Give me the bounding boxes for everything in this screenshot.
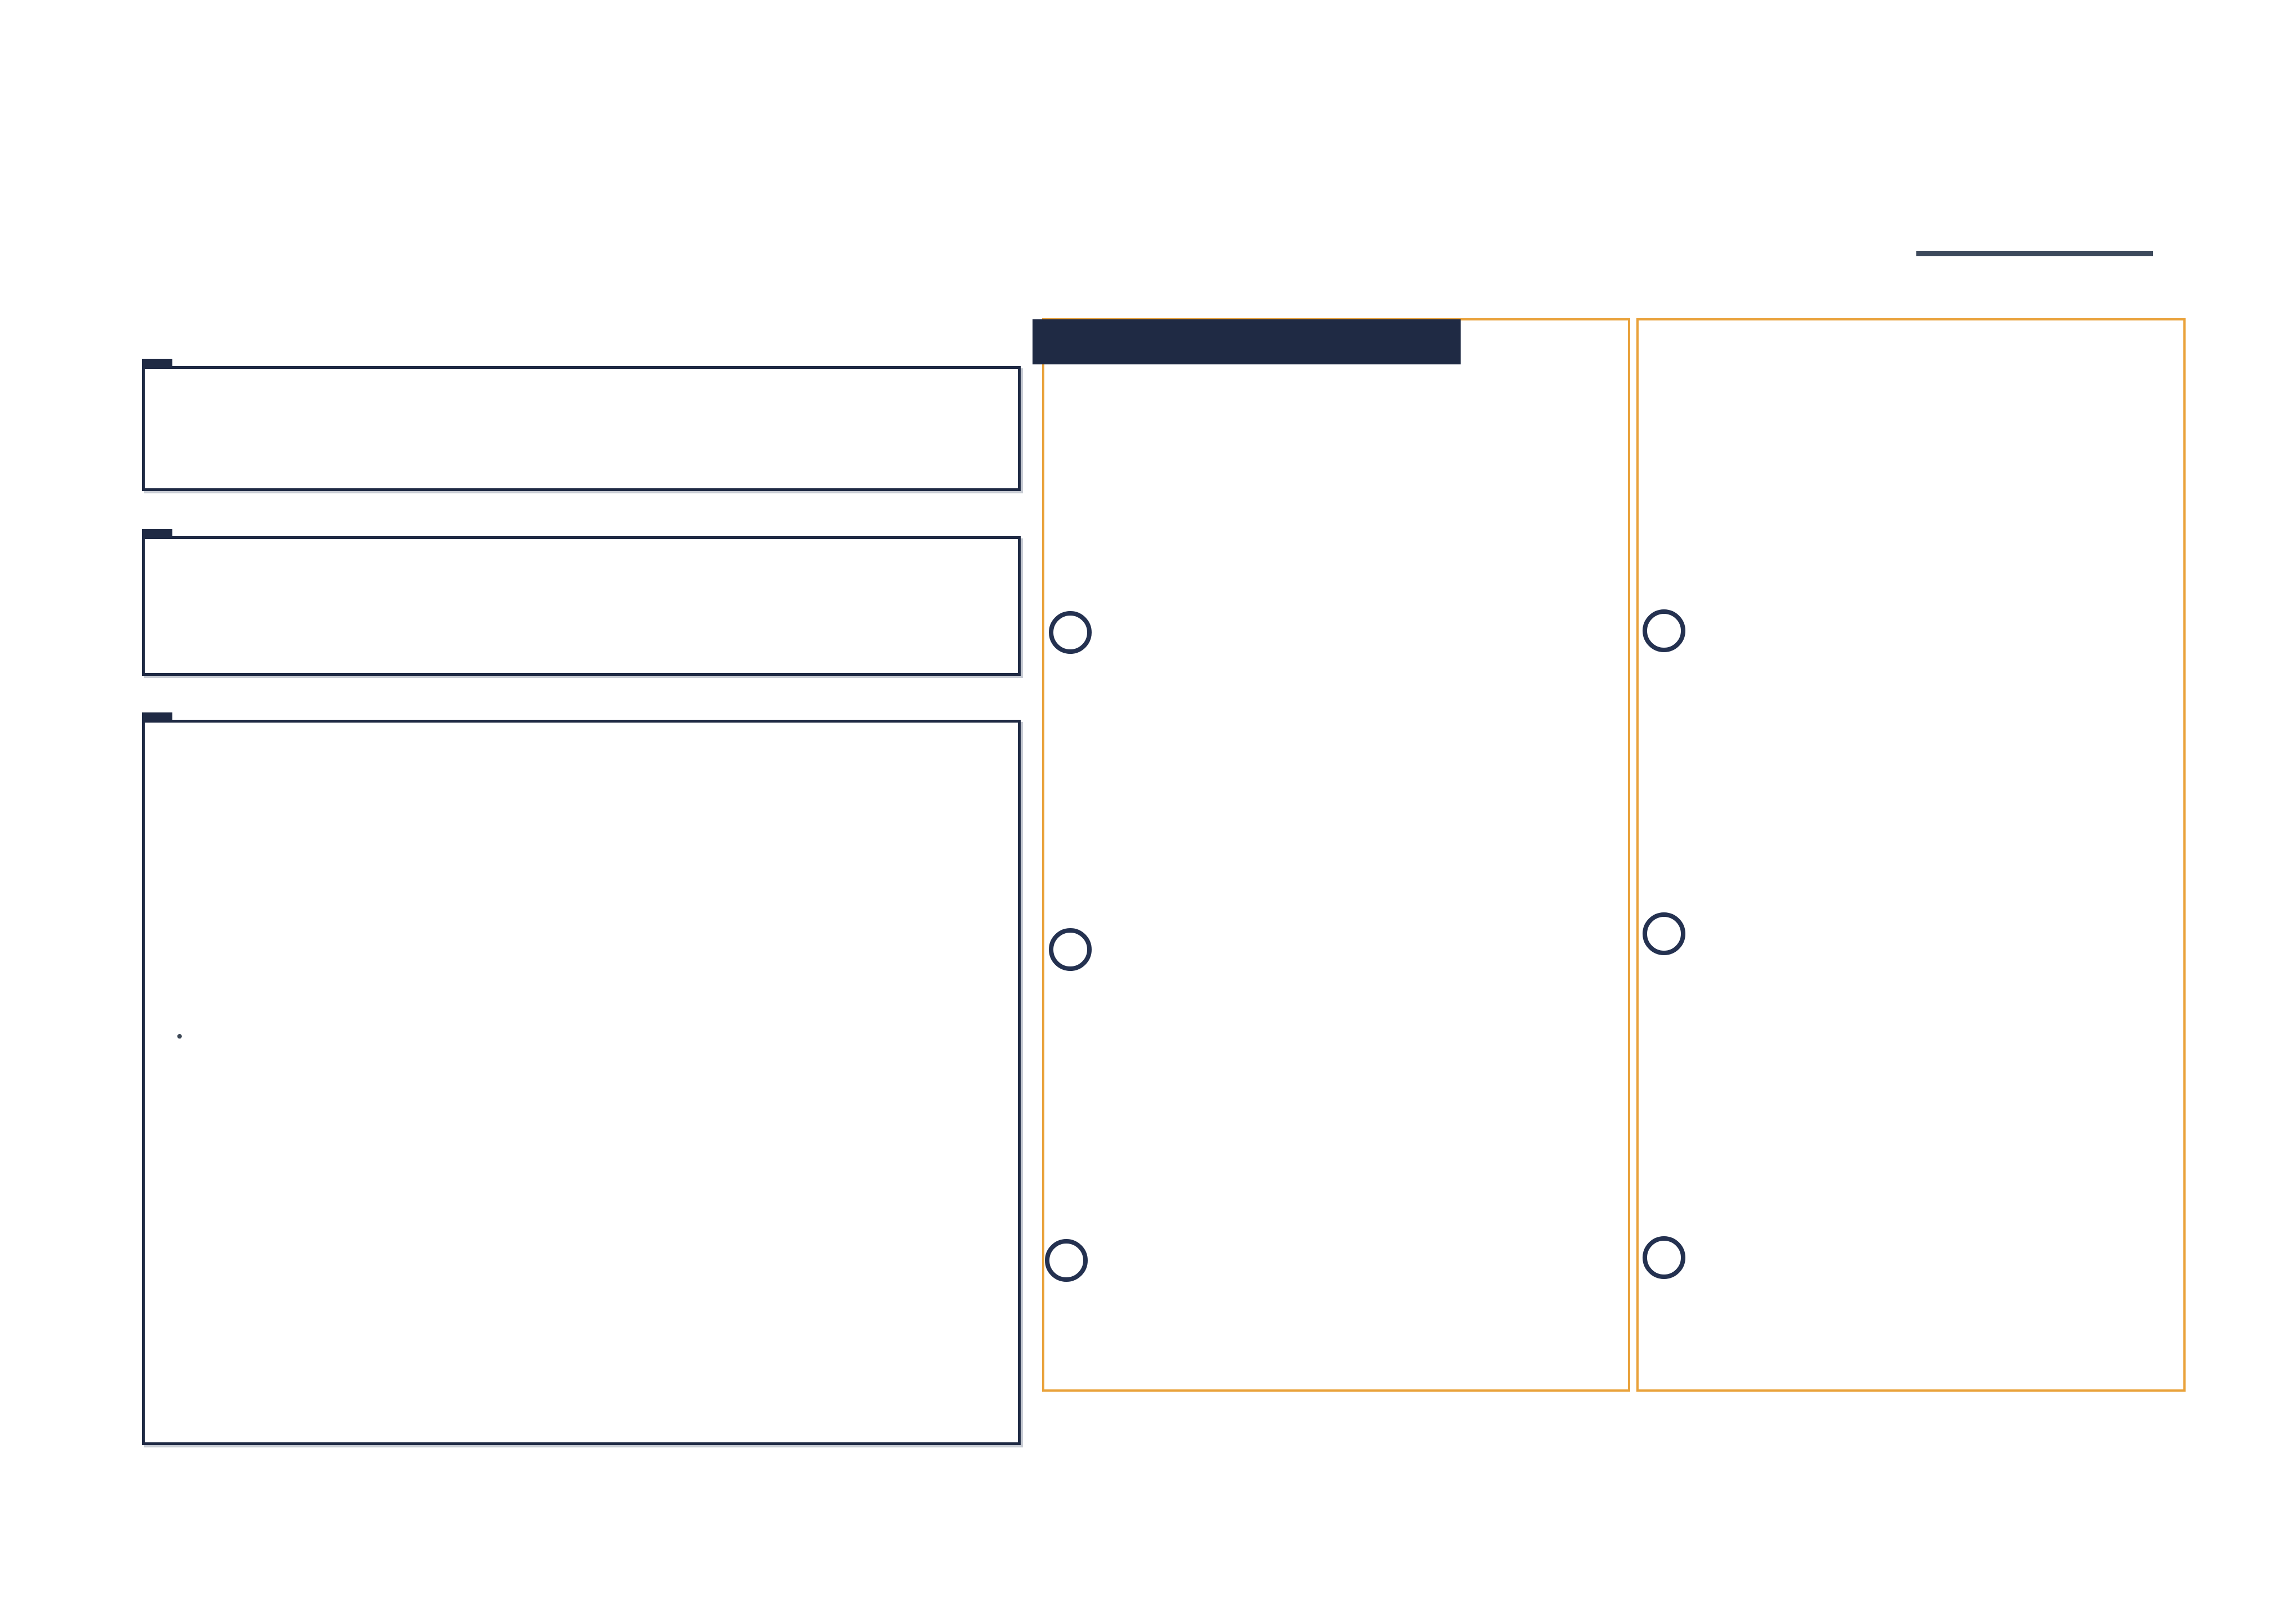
badge-2 (1049, 928, 1092, 971)
iclr-underline (1916, 251, 2153, 256)
motivations-box (142, 529, 1021, 676)
results-header-bar (1033, 319, 1461, 364)
paper-qr-code[interactable] (2006, 1392, 2103, 1489)
method-box (142, 712, 1021, 1445)
tldr-box (142, 359, 1021, 491)
motivations-tab (142, 529, 172, 539)
right-column-box (1636, 318, 2186, 1392)
method-tab (142, 712, 172, 723)
cambridge-shield-logo (1156, 160, 1230, 262)
gear-logo-icon (1428, 145, 1569, 286)
results-column-box (1042, 318, 1630, 1392)
tldr-tab (142, 359, 172, 369)
pixel-head-logo-icon (1749, 142, 1898, 283)
activations-chart (1663, 1256, 2173, 1384)
motivations-text (145, 539, 1018, 566)
method-diagram (148, 737, 1015, 1002)
norms-chart (1663, 1131, 2173, 1254)
badge-4 (1643, 609, 1685, 652)
plasticity-chart (1066, 1170, 1615, 1383)
badge-1 (1049, 611, 1092, 654)
badge-6 (1643, 1236, 1685, 1279)
badge-5 (1643, 912, 1685, 955)
tldr-text (145, 369, 1018, 400)
badge-3 (1045, 1239, 1088, 1282)
flower-labs-bird-icon (1584, 142, 1716, 280)
